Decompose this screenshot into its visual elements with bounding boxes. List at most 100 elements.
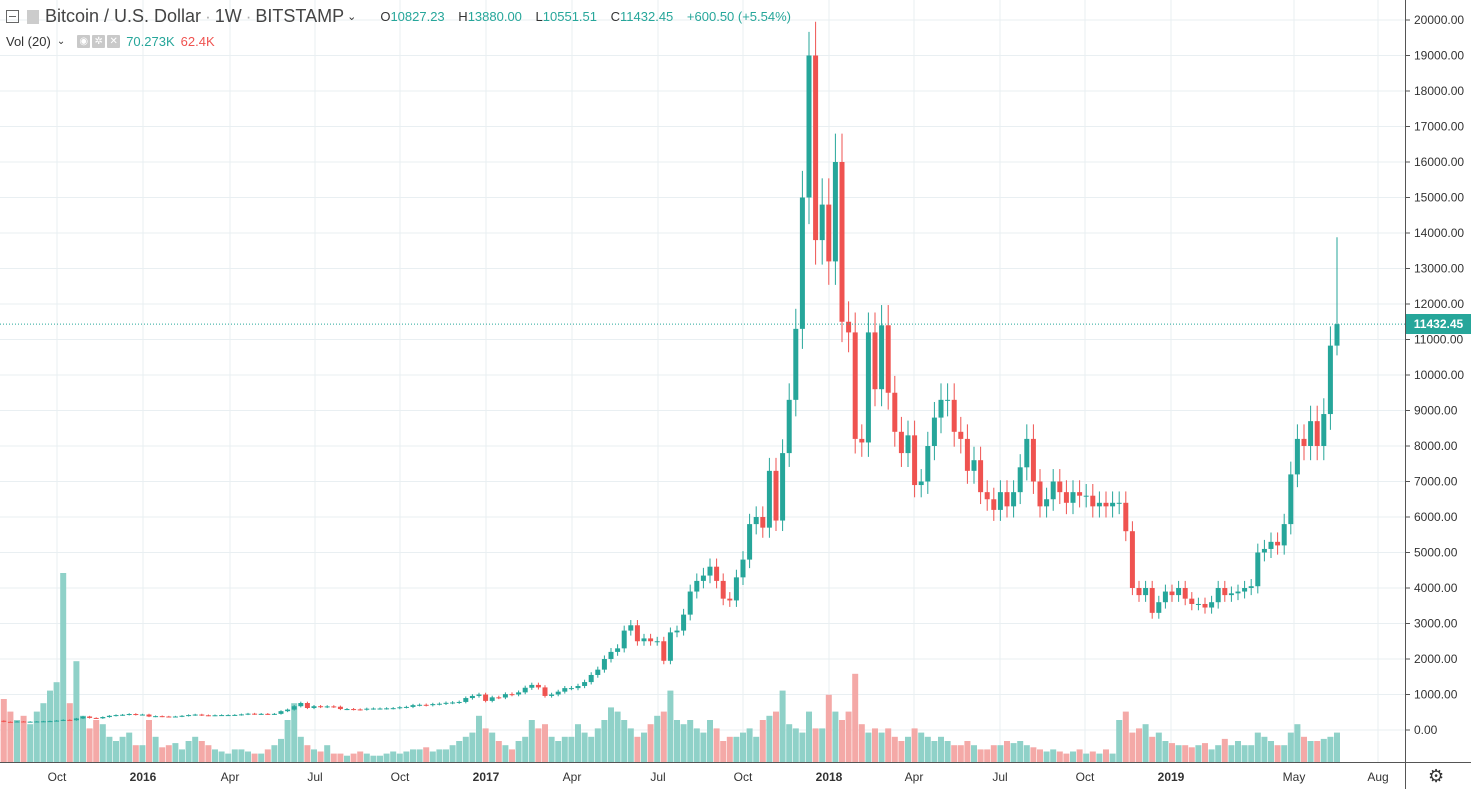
volume-bar — [515, 741, 522, 762]
volume-bar — [1129, 732, 1136, 762]
volume-bar — [878, 732, 885, 762]
volume-bar — [271, 745, 278, 762]
volume-bar — [614, 711, 621, 762]
volume-label[interactable]: Vol (20) — [6, 34, 51, 49]
close-value: 11432.45 — [620, 9, 674, 24]
candle-body — [859, 438, 865, 443]
candle-body — [258, 713, 264, 715]
volume-bar — [1294, 724, 1301, 762]
candle-body — [1327, 345, 1333, 415]
candle-body — [892, 392, 898, 432]
candle-body — [727, 598, 733, 601]
candle-body — [245, 713, 251, 715]
volume-bar — [1122, 711, 1129, 762]
volume-bar — [766, 715, 773, 762]
candle-body — [674, 630, 680, 633]
interval[interactable]: 1W — [214, 6, 242, 26]
candle-body — [667, 632, 673, 661]
volume-bar — [819, 728, 826, 762]
candle-body — [1123, 502, 1129, 532]
volume-bar — [1116, 720, 1123, 762]
chevron-down-icon[interactable]: ⌄ — [347, 11, 357, 23]
volume-bar — [40, 703, 47, 762]
volume-bar — [212, 749, 218, 762]
candle-body — [331, 706, 337, 708]
candle-body — [1037, 481, 1043, 507]
volume-bar — [944, 741, 951, 762]
volume-bar — [1281, 745, 1288, 762]
close-icon[interactable]: ✕ — [107, 35, 121, 48]
volume-bar — [1109, 753, 1116, 762]
candle-body — [265, 713, 271, 715]
volume-bar — [845, 711, 852, 762]
volume-bar — [509, 749, 515, 762]
volume-bar — [205, 745, 212, 762]
gear-icon[interactable]: ⚙ — [1428, 766, 1445, 786]
exchange[interactable]: BITSTAMP — [255, 6, 345, 26]
volume-ma-value: 62.4K — [180, 34, 215, 49]
candle-body — [14, 721, 20, 723]
candle-body — [192, 714, 198, 716]
candle-body — [1228, 593, 1234, 596]
ohlc-values: O10827.23 H13880.00 L10551.51 C11432.45 … — [380, 9, 801, 24]
candle-body — [1057, 481, 1063, 493]
volume-bar — [588, 736, 595, 762]
candle-body — [938, 399, 944, 418]
candle-body — [304, 703, 310, 708]
volume-bar — [1089, 751, 1096, 762]
volume-bar — [66, 703, 73, 762]
candle-body — [1248, 586, 1254, 588]
candle-body — [1189, 598, 1195, 604]
volume-bar — [1241, 745, 1248, 762]
volume-bar — [535, 728, 542, 762]
candle-body — [1077, 492, 1083, 496]
candle-body — [549, 694, 555, 696]
x-tick-label: Oct — [1076, 770, 1095, 784]
volume-bar — [759, 720, 766, 762]
candle-body — [7, 721, 13, 723]
volume-bar — [172, 743, 179, 762]
settings-icon[interactable]: ✲ — [92, 35, 106, 48]
volume-bar — [416, 749, 423, 762]
candle-body — [199, 714, 205, 716]
candle-body — [450, 702, 456, 704]
volume-bar — [47, 690, 53, 762]
x-tick-label: 2017 — [473, 770, 500, 784]
volume-bar — [1221, 738, 1228, 762]
candle-body — [905, 435, 911, 454]
y-tick-label: 14000.00 — [1414, 226, 1464, 240]
volume-bar — [443, 749, 449, 762]
eye-icon[interactable]: ◉ — [77, 35, 91, 48]
volume-bar — [1037, 749, 1043, 762]
symbol-name[interactable]: Bitcoin / U.S. Dollar — [45, 6, 202, 26]
volume-bar — [390, 751, 397, 762]
candle-body — [516, 692, 522, 695]
candle-body — [410, 705, 416, 707]
candle-body — [106, 715, 112, 718]
candle-body — [126, 714, 132, 716]
candle-body — [714, 566, 720, 581]
y-tick-label: 20000.00 — [1414, 13, 1464, 27]
volume-bar — [674, 720, 680, 762]
volume-bar — [720, 741, 727, 762]
candle-body — [225, 715, 231, 717]
candle-body — [984, 492, 990, 500]
candle-body — [1011, 492, 1017, 507]
open-value: 10827.23 — [390, 9, 445, 24]
candle-body — [641, 638, 647, 642]
volume-bar — [119, 736, 126, 762]
candle-body — [760, 517, 766, 528]
candle-body — [601, 659, 607, 670]
y-tick-label: 17000.00 — [1414, 120, 1464, 134]
volume-bar — [1169, 743, 1175, 762]
minus-square-icon[interactable] — [6, 10, 19, 23]
candle-body — [153, 716, 159, 718]
volume-bar — [1334, 732, 1340, 762]
chevron-down-icon[interactable]: ⌄ — [56, 36, 66, 47]
candle-body — [219, 715, 225, 717]
volume-bar — [799, 732, 806, 762]
volume-bar — [489, 732, 496, 762]
volume-bar — [733, 736, 740, 762]
volume-bar — [152, 736, 159, 762]
